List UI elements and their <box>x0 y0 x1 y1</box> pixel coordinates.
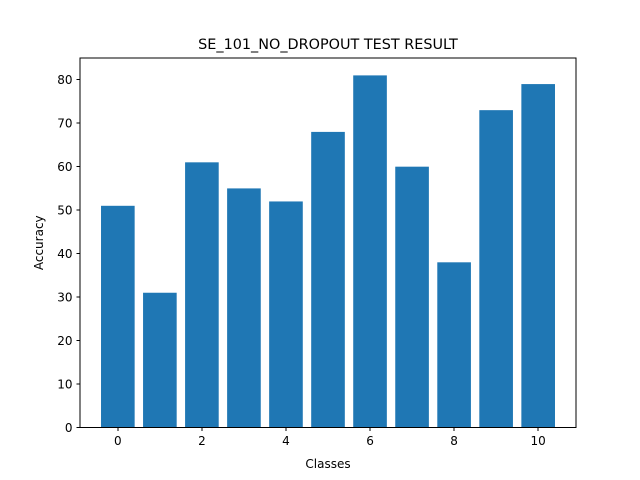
bar-class-4 <box>269 201 303 428</box>
y-tick-label: 20 <box>57 334 72 348</box>
bar-class-3 <box>227 188 261 428</box>
y-axis-label: Accuracy <box>32 215 46 270</box>
bar-class-1 <box>143 292 177 428</box>
y-tick-label: 0 <box>65 421 73 435</box>
x-tick-label: 0 <box>114 434 122 448</box>
x-tick-label: 10 <box>531 434 546 448</box>
bar-class-2 <box>185 162 219 428</box>
ticks-layer: 0 2 4 6 8 10 0 10 20 30 40 50 60 70 80 <box>57 73 546 448</box>
bar-class-8 <box>437 262 471 428</box>
y-tick-label: 80 <box>57 73 72 87</box>
bar-class-6 <box>353 75 387 428</box>
bar-class-9 <box>479 110 513 428</box>
chart-title: SE_101_NO_DROPOUT TEST RESULT <box>198 37 458 53</box>
y-tick-label: 30 <box>57 291 72 305</box>
x-tick-label: 6 <box>366 434 374 448</box>
bar-class-10 <box>521 84 555 428</box>
x-tick-label: 8 <box>450 434 458 448</box>
plot-area-frame <box>79 57 577 428</box>
bar-class-7 <box>395 166 429 428</box>
bars-layer <box>101 75 555 428</box>
y-tick-label: 40 <box>57 247 72 261</box>
y-tick-label: 70 <box>57 117 72 131</box>
x-tick-label: 2 <box>198 434 206 448</box>
y-tick-label: 10 <box>57 378 72 392</box>
y-tick-label: 50 <box>57 204 72 218</box>
x-axis-label: Classes <box>305 457 350 471</box>
y-tick-label: 60 <box>57 160 72 174</box>
bar-class-0 <box>101 205 135 428</box>
x-tick-label: 4 <box>282 434 290 448</box>
bar-class-5 <box>311 131 345 428</box>
